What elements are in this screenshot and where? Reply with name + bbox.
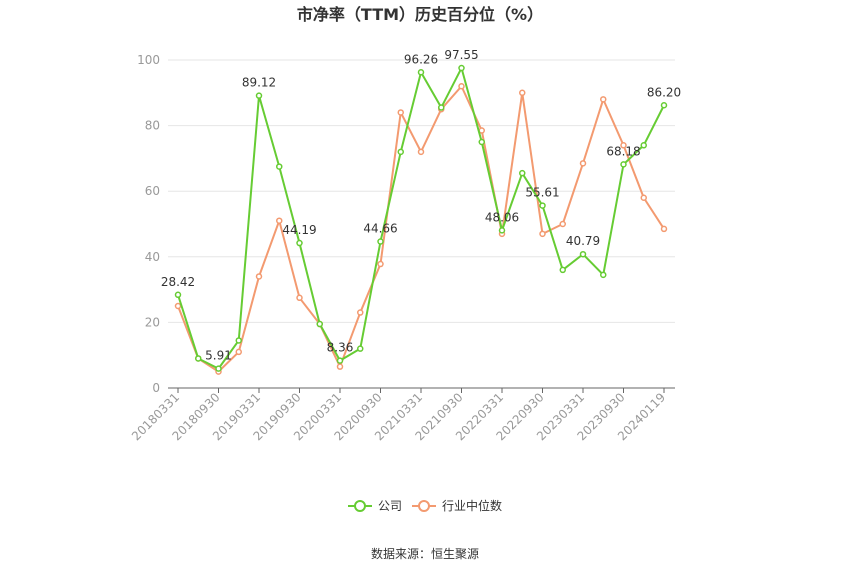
y-tick-label: 40: [145, 250, 160, 264]
grid-lines: [168, 59, 675, 323]
point-company: [438, 104, 445, 111]
series-layer: [174, 64, 668, 375]
data-label: 68.18: [606, 144, 640, 158]
data-label: 44.19: [282, 223, 316, 237]
point-industry: [579, 160, 587, 167]
data-label: 97.55: [444, 48, 478, 62]
point-company: [620, 161, 627, 168]
data-label: 48.06: [485, 210, 519, 224]
point-industry: [640, 194, 647, 202]
y-tick-label: 20: [145, 315, 160, 329]
point-industry: [660, 225, 668, 233]
point-company: [174, 291, 182, 299]
y-tick-label: 60: [145, 184, 160, 198]
data-label: 55.61: [525, 186, 559, 200]
point-company: [316, 320, 323, 328]
point-industry: [417, 148, 425, 156]
point-company: [195, 355, 202, 362]
data-labels: 28.42 5.91 89.12 44.19 8.36 44.66 96.26 97.55 48…: [161, 48, 681, 363]
point-company: [296, 239, 303, 247]
legend-industry-label: 行业中位数: [442, 498, 502, 513]
point-company: [640, 142, 647, 149]
point-company: [357, 345, 364, 352]
point-company: [539, 202, 546, 209]
point-industry: [296, 294, 303, 302]
point-industry: [539, 230, 546, 238]
data-label: 40.79: [566, 234, 600, 248]
point-company: [417, 69, 425, 76]
point-company: [215, 365, 222, 372]
point-company: [235, 337, 242, 344]
legend-company-marker: [354, 500, 366, 512]
data-label: 5.91: [205, 349, 232, 363]
point-industry: [397, 109, 404, 116]
point-company: [478, 138, 485, 146]
data-label: 96.26: [404, 52, 438, 66]
x-axis: 2018033120180930201903312019093020200331…: [129, 387, 675, 443]
legend-item-company[interactable]: 公司: [348, 499, 402, 513]
legend-company-label: 公司: [378, 499, 402, 513]
series-line-company: [177, 67, 665, 370]
y-tick-label: 80: [145, 119, 160, 133]
point-company: [397, 148, 404, 156]
point-company: [579, 250, 587, 258]
point-company: [377, 238, 384, 245]
point-industry: [235, 348, 242, 356]
point-company: [600, 271, 607, 279]
point-company: [498, 227, 506, 234]
point-company: [660, 102, 668, 109]
point-company: [559, 266, 566, 274]
y-tick-label: 0: [152, 381, 160, 395]
data-label: 86.20: [647, 85, 681, 99]
point-industry: [357, 309, 364, 316]
point-company: [458, 64, 465, 72]
data-label: 89.12: [242, 76, 276, 90]
legend-item-industry[interactable]: 行业中位数: [412, 498, 502, 513]
data-label: 8.36: [327, 341, 354, 355]
data-source: 数据来源：恒生聚源: [371, 546, 479, 561]
point-industry: [519, 89, 526, 97]
legend-industry-marker: [418, 500, 430, 512]
y-tick-label: 100: [137, 53, 160, 67]
point-company: [276, 163, 283, 170]
point-company: [519, 169, 526, 177]
point-company: [336, 357, 344, 364]
point-industry: [600, 96, 607, 103]
legend: 公司 行业中位数: [348, 498, 502, 513]
series-line-industry: [177, 85, 665, 373]
point-industry: [559, 220, 566, 228]
data-label: 28.42: [161, 275, 195, 289]
point-industry: [458, 82, 465, 90]
chart-title: 市净率（TTM）历史百分位（%）: [297, 5, 543, 24]
point-industry: [377, 260, 384, 268]
point-company: [255, 92, 263, 99]
y-axis-ticks: 0 20 40 60 80 100: [137, 53, 160, 395]
point-industry: [620, 142, 627, 149]
point-industry: [336, 363, 344, 370]
point-industry: [255, 273, 263, 280]
point-industry: [276, 217, 283, 224]
point-industry: [174, 302, 182, 310]
data-label: 44.66: [363, 222, 397, 236]
